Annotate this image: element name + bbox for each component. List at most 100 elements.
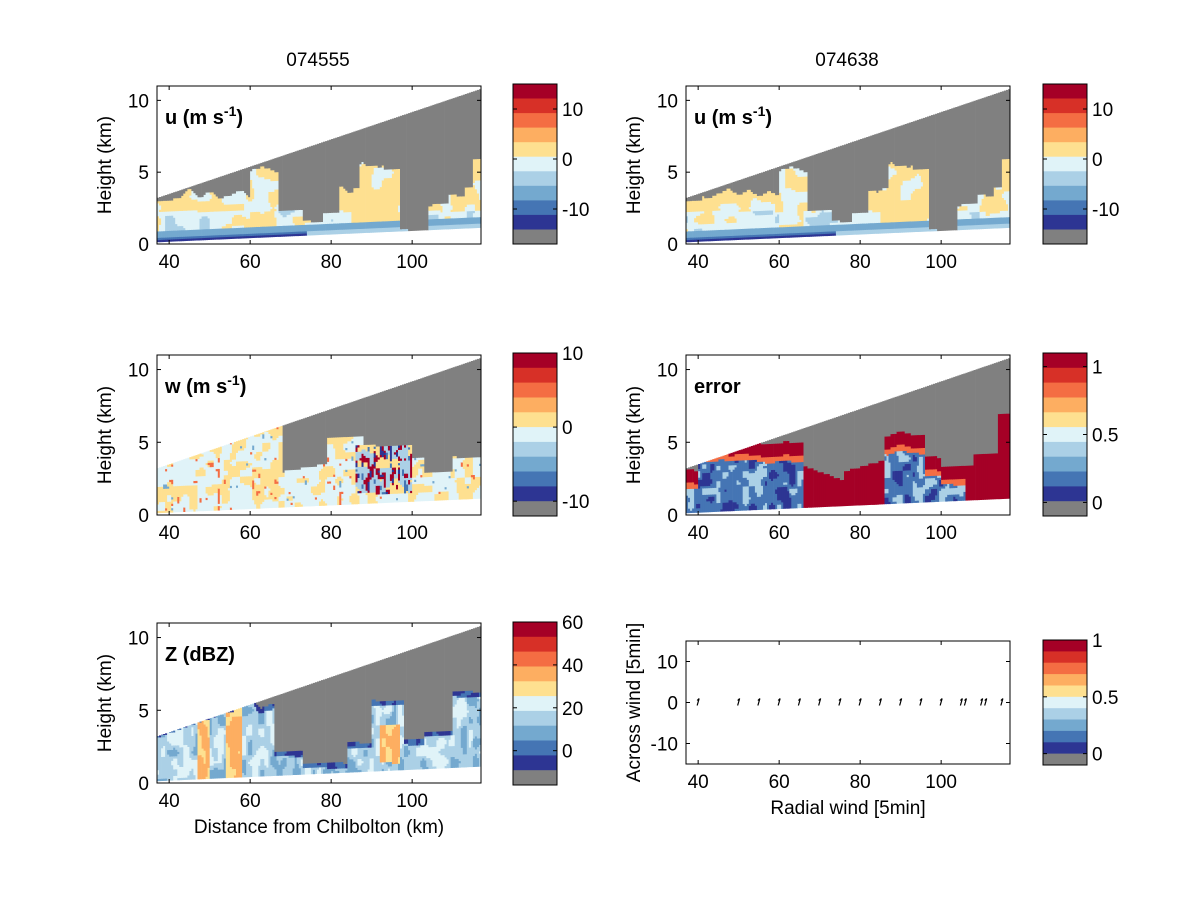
heatmap-cell — [167, 230, 170, 238]
heatmap-cell — [367, 451, 370, 458]
heatmap-cell — [420, 766, 423, 770]
heatmap-cell — [440, 218, 443, 226]
heatmap-cell — [402, 469, 405, 476]
y-tick-label: 10 — [657, 361, 678, 382]
heatmap-cell — [468, 716, 472, 724]
heatmap-cell — [732, 464, 735, 470]
heatmap-cell — [935, 383, 938, 457]
heatmap-cell — [440, 203, 443, 206]
heatmap-cell — [795, 232, 798, 236]
heatmap-cell — [763, 236, 766, 239]
heatmap-cell — [700, 486, 703, 513]
heatmap-cell — [171, 463, 174, 465]
heatmap-cell — [436, 225, 439, 230]
heatmap-cell — [379, 716, 383, 726]
heatmap-cell — [912, 190, 916, 222]
heatmap-cell — [732, 469, 735, 503]
heatmap-cell — [750, 175, 754, 192]
heatmap-cell — [884, 436, 887, 450]
heatmap-cell — [219, 234, 223, 238]
heatmap-cell — [367, 472, 370, 482]
heatmap-cell — [175, 745, 178, 750]
heatmap-cell — [250, 179, 253, 202]
heatmap-cell — [167, 200, 170, 212]
heatmap-cell — [179, 729, 182, 748]
heatmap-cell — [941, 479, 944, 485]
heatmap-cell — [846, 230, 849, 236]
heatmap-cell — [306, 477, 310, 483]
heatmap-cell — [876, 403, 879, 464]
heatmap-cell — [914, 482, 918, 501]
heatmap-cell — [414, 499, 417, 502]
heatmap-cell — [844, 414, 847, 472]
heatmap-cell — [688, 197, 691, 202]
heatmap-cell — [418, 745, 421, 748]
heatmap-cell — [341, 482, 344, 492]
heatmap-cell — [955, 465, 958, 480]
heatmap-cell — [179, 485, 182, 502]
heatmap-cell — [282, 472, 285, 477]
heatmap-cell — [844, 224, 847, 231]
heatmap-cell — [231, 716, 235, 770]
heatmap-cell — [797, 442, 800, 456]
colorbar-swatch — [1043, 674, 1087, 686]
heatmap-cell — [736, 237, 739, 240]
heatmap-cell — [892, 497, 895, 502]
heatmap-cell — [177, 496, 180, 504]
heatmap-cell — [1003, 158, 1007, 192]
heatmap-cell — [466, 710, 470, 713]
heatmap-cell — [345, 460, 348, 470]
heatmap-cell — [333, 212, 336, 224]
heatmap-cell — [412, 745, 415, 770]
heatmap-cell — [272, 191, 275, 227]
heatmap-cell — [323, 212, 326, 225]
heatmap-cell — [434, 731, 437, 736]
heatmap-cell — [379, 660, 383, 702]
heatmap-cell — [233, 709, 237, 717]
heatmap-cell — [171, 749, 174, 757]
heatmap-cell — [694, 484, 697, 489]
heatmap-cell — [213, 717, 217, 738]
heatmap-cell — [815, 225, 818, 233]
heatmap-cell — [215, 196, 219, 212]
heatmap-cell — [347, 222, 350, 230]
heatmap-cell — [444, 730, 447, 736]
heatmap-cell — [807, 217, 810, 224]
heatmap-cell — [371, 165, 374, 175]
heatmap-cell — [760, 195, 764, 203]
heatmap-cell — [692, 200, 695, 212]
heatmap-cell — [791, 162, 794, 167]
heatmap-cell — [777, 460, 780, 475]
heatmap-cell — [288, 500, 291, 508]
heatmap-cell — [424, 472, 427, 478]
heatmap-cell — [801, 455, 804, 463]
heatmap-cell — [205, 486, 208, 494]
heatmap-cell — [977, 224, 980, 230]
heatmap-cell — [396, 484, 399, 490]
heatmap-cell — [256, 233, 259, 236]
heatmap-cell — [446, 216, 449, 219]
heatmap-cell — [959, 218, 962, 226]
heatmap-cell — [742, 460, 746, 472]
heatmap-cell — [900, 221, 903, 229]
heatmap-cell — [686, 488, 689, 496]
heatmap-cell — [201, 216, 204, 230]
heatmap-cell — [294, 231, 298, 234]
heatmap-cell — [748, 208, 752, 212]
heatmap-cell — [381, 494, 385, 504]
heatmap-cell — [422, 476, 425, 484]
heatmap-cell — [686, 222, 689, 230]
heatmap-cell — [256, 702, 259, 705]
heatmap-cell — [187, 238, 190, 241]
heatmap-cell — [686, 482, 689, 490]
heatmap-cell — [229, 485, 233, 489]
heatmap-cell — [244, 235, 247, 239]
heatmap-cell — [361, 462, 364, 467]
heatmap-cell — [335, 459, 338, 479]
heatmap-cell — [791, 226, 794, 234]
heatmap-cell — [468, 210, 472, 218]
heatmap-cell — [347, 748, 350, 758]
heatmap-cell — [714, 458, 717, 462]
heatmap-cell — [264, 706, 267, 711]
colorbar-swatch — [1043, 142, 1087, 158]
